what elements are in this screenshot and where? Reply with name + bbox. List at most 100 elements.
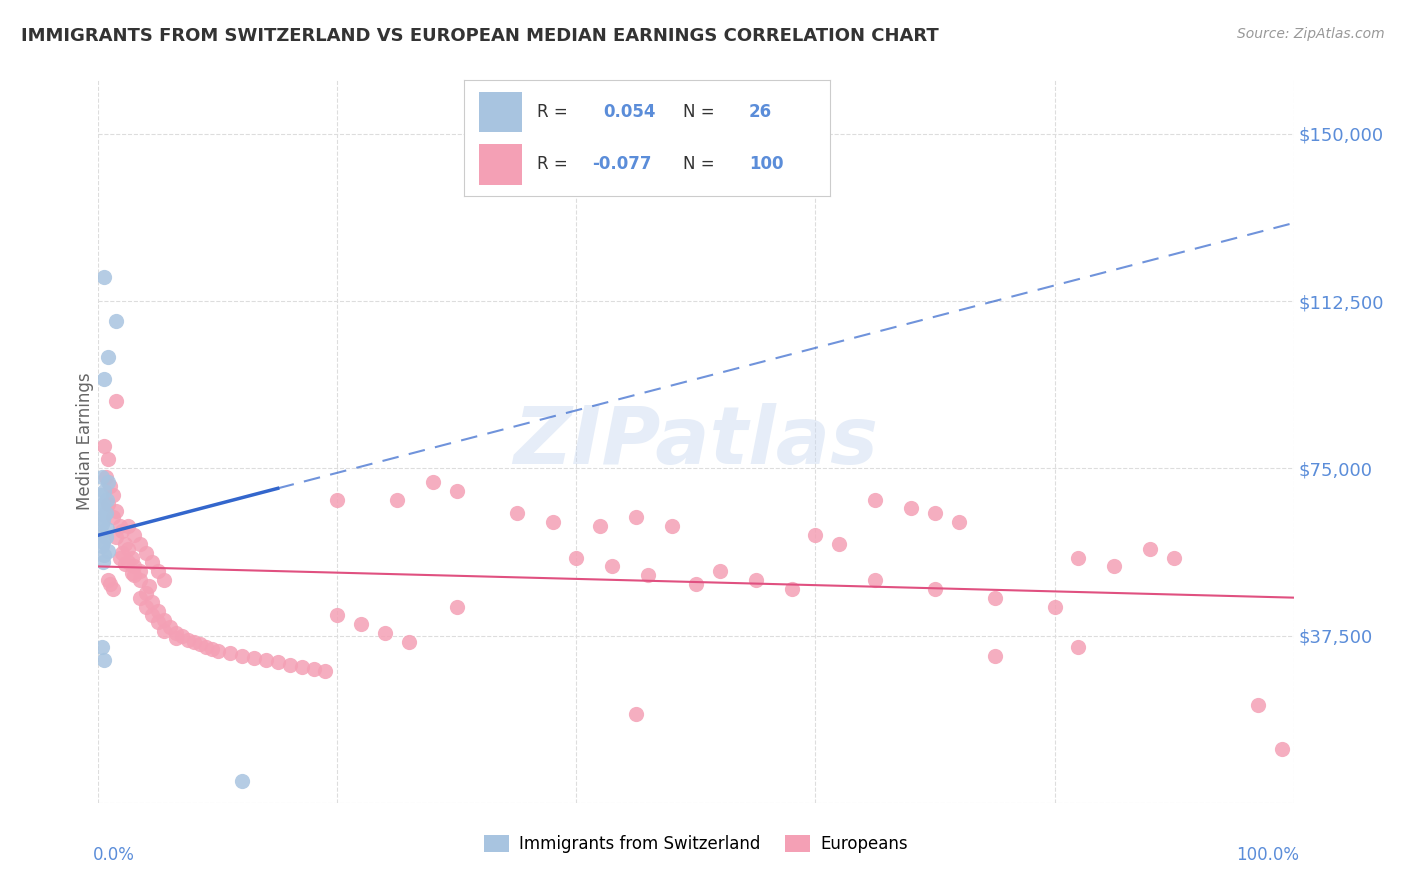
Point	[254, 653, 277, 667]
Point	[90, 488, 112, 502]
Point	[97, 573, 120, 587]
Point	[105, 530, 128, 544]
Point	[135, 586, 157, 600]
Point	[398, 635, 420, 649]
Point	[350, 617, 373, 632]
Text: 0.054: 0.054	[603, 103, 655, 120]
Point	[177, 633, 200, 648]
Point	[865, 492, 887, 507]
Legend: Immigrants from Switzerland, Europeans: Immigrants from Switzerland, Europeans	[477, 828, 915, 860]
Point	[626, 706, 648, 721]
Point	[165, 631, 187, 645]
Point	[105, 503, 128, 517]
Point	[924, 582, 946, 596]
Point	[93, 439, 115, 453]
Text: R =: R =	[537, 155, 568, 173]
Point	[121, 566, 143, 581]
Point	[117, 541, 139, 556]
Point	[326, 492, 349, 507]
Bar	[478, 144, 523, 185]
Point	[172, 628, 194, 642]
Point	[117, 555, 139, 569]
Text: 100.0%: 100.0%	[1236, 847, 1299, 864]
Point	[114, 537, 136, 551]
Point	[93, 653, 115, 667]
Point	[98, 577, 122, 591]
Point	[148, 564, 170, 578]
Point	[97, 475, 120, 489]
Point	[231, 773, 253, 788]
Text: N =: N =	[683, 103, 714, 120]
Point	[422, 475, 444, 489]
Point	[446, 483, 468, 498]
Point	[267, 655, 290, 669]
Point	[124, 568, 146, 582]
Point	[121, 550, 143, 565]
Point	[91, 640, 114, 654]
Point	[828, 537, 851, 551]
Point	[924, 506, 946, 520]
Point	[96, 521, 118, 535]
Point	[117, 519, 139, 533]
Point	[195, 640, 218, 654]
Point	[96, 492, 118, 507]
Point	[138, 580, 160, 594]
Point	[1067, 550, 1090, 565]
Y-axis label: Median Earnings: Median Earnings	[76, 373, 94, 510]
Point	[153, 624, 176, 639]
Point	[97, 452, 120, 467]
Text: 100: 100	[749, 155, 783, 173]
Point	[94, 470, 117, 484]
Point	[565, 550, 588, 565]
Point	[93, 269, 115, 284]
Point	[124, 559, 146, 574]
Point	[1163, 550, 1185, 565]
Point	[231, 648, 253, 663]
Point	[984, 591, 1007, 605]
Point	[153, 613, 176, 627]
Point	[865, 573, 887, 587]
Point	[129, 591, 152, 605]
Point	[385, 492, 409, 507]
Point	[101, 510, 124, 524]
Point	[135, 599, 157, 614]
Point	[745, 573, 768, 587]
Point	[141, 608, 163, 623]
Point	[278, 657, 301, 672]
Point	[114, 557, 136, 572]
Point	[91, 497, 114, 511]
Point	[91, 517, 114, 532]
Text: -0.077: -0.077	[592, 155, 651, 173]
Point	[602, 559, 624, 574]
Point	[1043, 599, 1066, 614]
Point	[243, 651, 266, 665]
Point	[165, 626, 187, 640]
Text: ZIPatlas: ZIPatlas	[513, 402, 879, 481]
Point	[780, 582, 803, 596]
Text: IMMIGRANTS FROM SWITZERLAND VS EUROPEAN MEDIAN EARNINGS CORRELATION CHART: IMMIGRANTS FROM SWITZERLAND VS EUROPEAN …	[21, 27, 939, 45]
Point	[201, 642, 224, 657]
Point	[101, 488, 124, 502]
Point	[94, 530, 117, 544]
Point	[91, 470, 114, 484]
Bar	[478, 92, 523, 132]
Point	[326, 608, 349, 623]
Point	[105, 314, 128, 328]
Point	[111, 546, 134, 560]
Point	[148, 615, 170, 630]
Point	[685, 577, 707, 591]
Point	[91, 555, 114, 569]
Point	[1271, 742, 1294, 756]
Text: 0.0%: 0.0%	[93, 847, 135, 864]
Text: 26: 26	[749, 103, 772, 120]
Point	[709, 564, 731, 578]
Point	[1067, 640, 1090, 654]
Point	[219, 646, 242, 660]
Point	[135, 546, 157, 560]
Point	[108, 519, 131, 533]
Point	[302, 662, 325, 676]
Point	[141, 555, 163, 569]
Point	[91, 539, 114, 553]
Point	[506, 506, 529, 520]
Point	[626, 510, 648, 524]
